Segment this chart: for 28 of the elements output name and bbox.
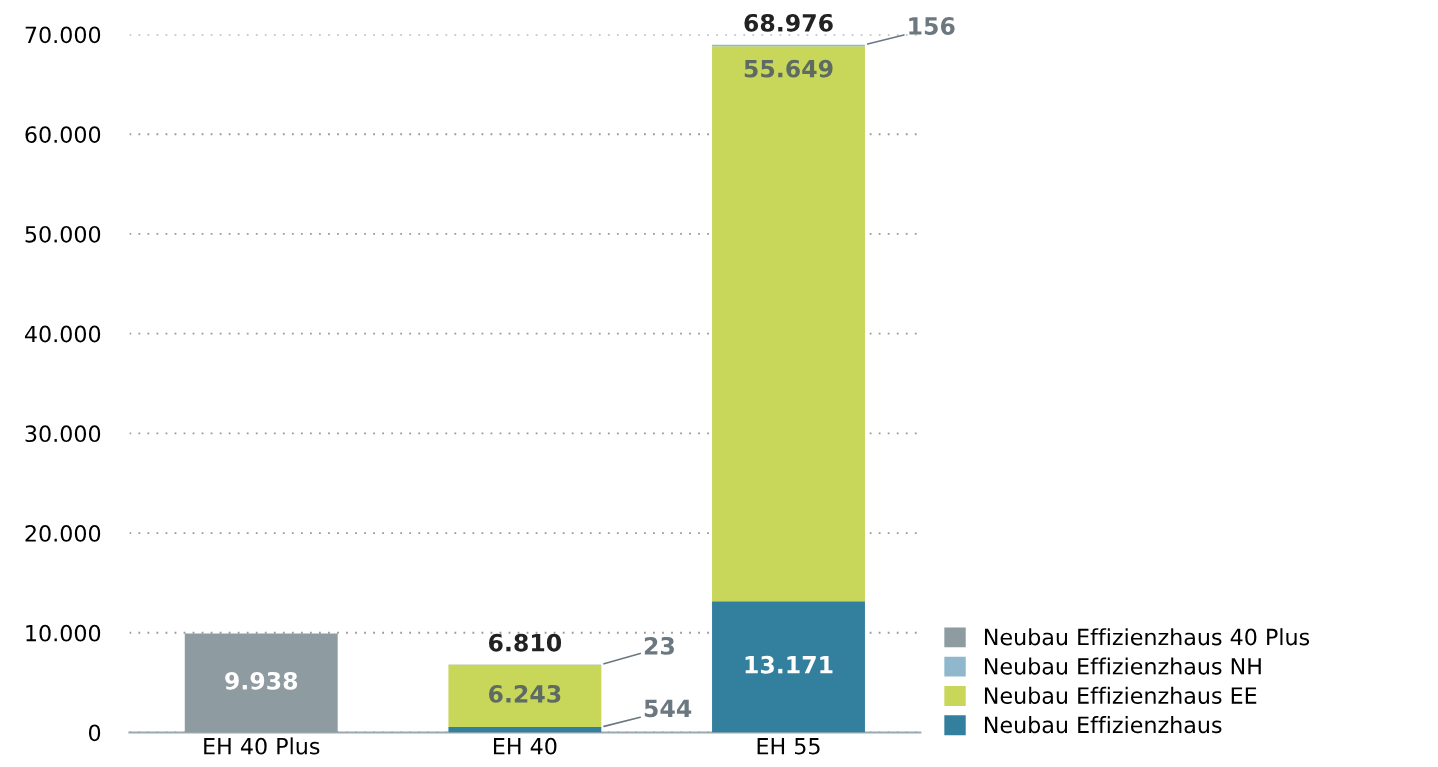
y-tick-label: 50.000 bbox=[25, 225, 101, 243]
y-tick-label: 40.000 bbox=[24, 325, 101, 343]
data-label: 13.171 bbox=[745, 655, 833, 674]
x-tick-label: EH 40 Plus bbox=[204, 737, 320, 755]
legend-label: Neubau Effizienzhaus EE bbox=[984, 686, 1257, 704]
data-label: 6.243 bbox=[488, 684, 561, 703]
data-label: 23 bbox=[644, 636, 674, 655]
bar bbox=[448, 727, 602, 733]
x-tick-label: EH 40 bbox=[494, 737, 557, 755]
y-tick-label: 70.000 bbox=[25, 26, 101, 44]
y-tick-label: 60.000 bbox=[25, 126, 101, 143]
data-label: 544 bbox=[644, 699, 692, 718]
data-label: 55.649 bbox=[744, 59, 833, 78]
data-label: 156 bbox=[909, 17, 955, 35]
x-tick-label: EH 55 bbox=[757, 738, 820, 755]
total-label: 68.976 bbox=[744, 13, 833, 32]
bar bbox=[712, 46, 865, 602]
total-label: 6.810 bbox=[488, 633, 562, 652]
y-tick-label: 0 bbox=[88, 724, 101, 742]
y-tick-label: 30.000 bbox=[25, 425, 101, 443]
bar bbox=[712, 601, 865, 733]
bar bbox=[448, 664, 602, 728]
legend-label: Neubau Effizienzhaus NH bbox=[984, 657, 1261, 675]
y-tick-label: 20.000 bbox=[25, 525, 101, 542]
data-label: 9.938 bbox=[225, 671, 298, 690]
y-tick-label: 10.000 bbox=[26, 624, 101, 642]
legend-label: Neubau Effizienzhaus 40 Plus bbox=[984, 628, 1310, 646]
legend-label: Neubau Effizienzhaus bbox=[984, 716, 1222, 734]
